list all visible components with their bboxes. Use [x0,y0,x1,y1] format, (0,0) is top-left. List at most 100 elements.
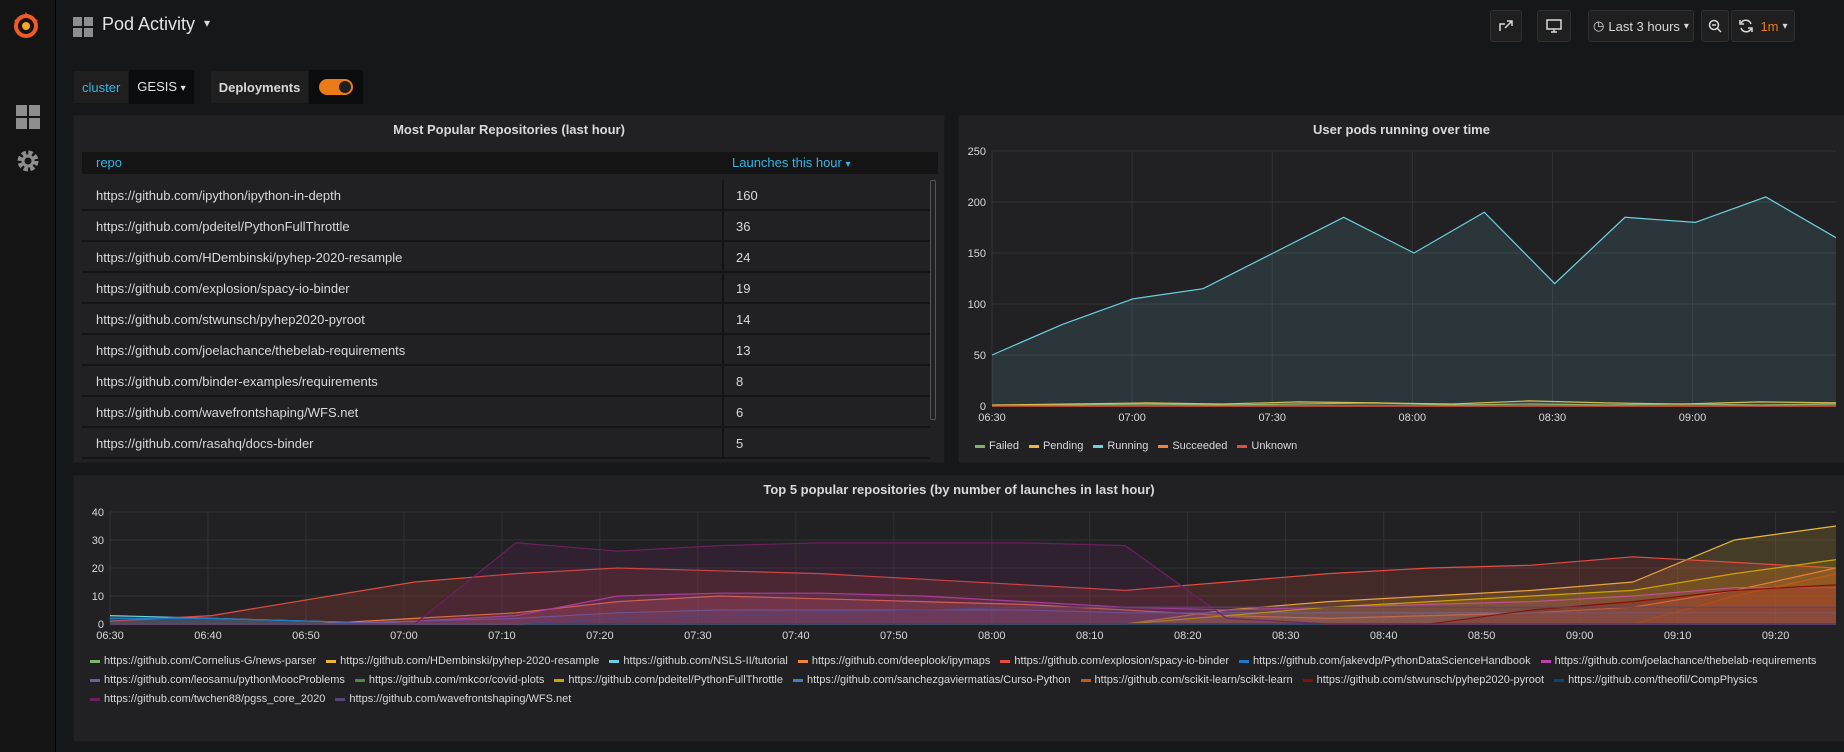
legend-label: https://github.com/Cornelius-G/news-pars… [104,655,317,667]
legend-item[interactable]: https://github.com/NSLS-II/tutorial [609,652,788,671]
y-tick-label: 150 [968,248,986,260]
legend-swatch [326,659,337,663]
legend-item[interactable]: https://github.com/sanchezgaviermatias/C… [793,671,1071,690]
legend-item[interactable]: Succeeded [1158,440,1227,452]
table-row[interactable]: https://github.com/binder-examples/requi… [82,366,930,397]
launches-cell: 19 [736,281,751,296]
table-row[interactable]: https://github.com/stwunsch/pyhep2020-py… [82,304,930,335]
panel-title[interactable]: Top 5 popular repositories (by number of… [763,482,1155,497]
series-area-12 [110,584,1836,624]
repo-cell: https://github.com/pdeitel/PythonFullThr… [96,219,350,234]
cell-divider [722,304,724,335]
clock-icon: ◷ [1593,18,1605,33]
tv-mode-button[interactable] [1537,10,1571,42]
legend-item[interactable]: https://github.com/wavefrontshaping/WFS.… [335,690,571,709]
table-row[interactable]: https://github.com/HDembinski/pyhep-2020… [82,242,930,273]
legend-item[interactable]: https://github.com/explosion/spacy-io-bi… [1000,652,1229,671]
legend-item[interactable]: https://github.com/deeplook/ipymaps [797,652,990,671]
y-tick-label: 10 [92,591,104,603]
launches-cell: 14 [736,312,751,327]
legend-item[interactable]: https://github.com/leosamu/pythonMoocPro… [90,671,345,690]
legend-item[interactable]: https://github.com/pdeitel/PythonFullThr… [554,671,783,690]
legend-label: https://github.com/sanchezgaviermatias/C… [807,674,1071,686]
zoom-out-button[interactable] [1701,10,1729,42]
caret-down-icon[interactable]: ▾ [204,16,211,30]
repo-cell: https://github.com/stwunsch/pyhep2020-py… [96,312,365,327]
table-row[interactable]: https://github.com/pdeitel/PythonFullThr… [82,211,930,242]
legend-label: Pending [1042,440,1084,452]
x-tick-label: 07:40 [782,630,810,642]
table-row[interactable]: https://github.com/wavefrontshaping/WFS.… [82,397,930,428]
table-header: repo Launches this hour ▾ [82,152,938,174]
dashboard-grid-icon [73,17,93,37]
panel-title[interactable]: Most Popular Repositories (last hour) [393,122,625,137]
legend-swatch [1028,444,1039,448]
table-scrollbar[interactable] [930,180,936,420]
legend-item[interactable]: https://github.com/joelachance/thebelab-… [1540,652,1816,671]
cluster-select[interactable]: GESIS ▾ [129,70,194,104]
legend-swatch [1554,678,1565,682]
legend-swatch [354,678,365,682]
grafana-logo[interactable] [10,10,42,42]
repo-cell: https://github.com/ipython/ipython-in-de… [96,188,341,203]
refresh-icon [1739,19,1754,33]
column-header-repo[interactable]: repo [96,155,123,170]
series-line-4 [109,556,1837,622]
legend-item[interactable]: https://github.com/theofil/CompPhysics [1554,671,1758,690]
legend-swatch [975,444,985,448]
table-row[interactable]: https://github.com/ipython/ipython-in-de… [82,180,930,211]
legend-item[interactable]: Failed [975,440,1019,452]
series-area-7 [110,610,1836,624]
legend-swatch [335,697,346,701]
x-tick-label: 09:20 [1762,630,1790,642]
x-tick-label: 07:50 [880,630,908,642]
table-row[interactable]: https://github.com/joelachance/thebelab-… [82,335,930,366]
dashboards-icon[interactable] [14,103,42,131]
deployments-toggle[interactable] [309,70,364,104]
legend-item[interactable]: https://github.com/twchen88/pgss_core_20… [90,690,325,709]
dashboard-title[interactable]: Pod Activity [102,14,196,34]
time-picker-button[interactable]: ◷ Last 3 hours ▾ [1588,10,1694,42]
x-tick-label: 08:30 [1539,412,1567,424]
legend-item[interactable]: https://github.com/Cornelius-G/news-pars… [90,652,316,671]
monitor-icon [1546,19,1562,33]
series-line-2 [991,196,1837,356]
legend-item[interactable]: https://github.com/jakevdp/PythonDataSci… [1239,652,1531,671]
launches-cell: 36 [736,219,751,234]
launches-cell: 6 [736,405,744,420]
x-tick-label: 09:00 [1679,412,1707,424]
repo-cell: https://github.com/HDembinski/pyhep-2020… [96,250,403,265]
toggle-switch[interactable] [319,79,354,95]
series-area-15 [110,607,1836,624]
legend-item[interactable]: https://github.com/mkcor/covid-plots [354,671,544,690]
table-row[interactable]: https://github.com/rasahq/docs-binder 5 [82,428,930,459]
legend-swatch [1000,659,1011,663]
series-area-14 [110,542,1836,624]
legend-item[interactable]: https://github.com/HDembinski/pyhep-2020… [326,652,599,671]
legend-item[interactable]: https://github.com/stwunsch/pyhep2020-py… [1302,671,1544,690]
y-tick-label: 100 [968,299,986,311]
launches-cell: 8 [736,374,744,389]
series-area-2 [110,615,1836,624]
legend-item[interactable]: Running [1093,440,1148,452]
refresh-button[interactable]: 1m ▾ [1731,10,1795,42]
table-row[interactable]: https://github.com/explosion/spacy-io-bi… [82,273,930,304]
launches-cell: 13 [736,343,751,358]
legend-swatch [90,678,100,682]
legend-item[interactable]: https://github.com/scikit-learn/scikit-l… [1080,671,1293,690]
column-header-launches[interactable]: Launches this hour ▾ [732,155,851,170]
user-pods-legend: Failed Pending Running Succeeded Unknown [975,440,1307,452]
legend-swatch [1302,678,1313,682]
legend-swatch [90,697,100,701]
legend-item[interactable]: Unknown [1237,440,1297,452]
x-tick-label: 08:50 [1468,630,1496,642]
user-pods-chart: 0 50 100 150 200 250 06:30 07:00 07:30 08:00 08:30… [968,146,1837,424]
gear-icon[interactable] [14,147,42,175]
legend-item[interactable]: Pending [1028,440,1084,452]
share-button[interactable] [1490,10,1522,42]
panel-title[interactable]: User pods running over time [1313,122,1490,137]
series-line-15 [110,606,1836,625]
x-tick-label: 07:10 [488,630,516,642]
spacer [194,70,210,104]
x-tick-label: 06:30 [978,412,1006,424]
